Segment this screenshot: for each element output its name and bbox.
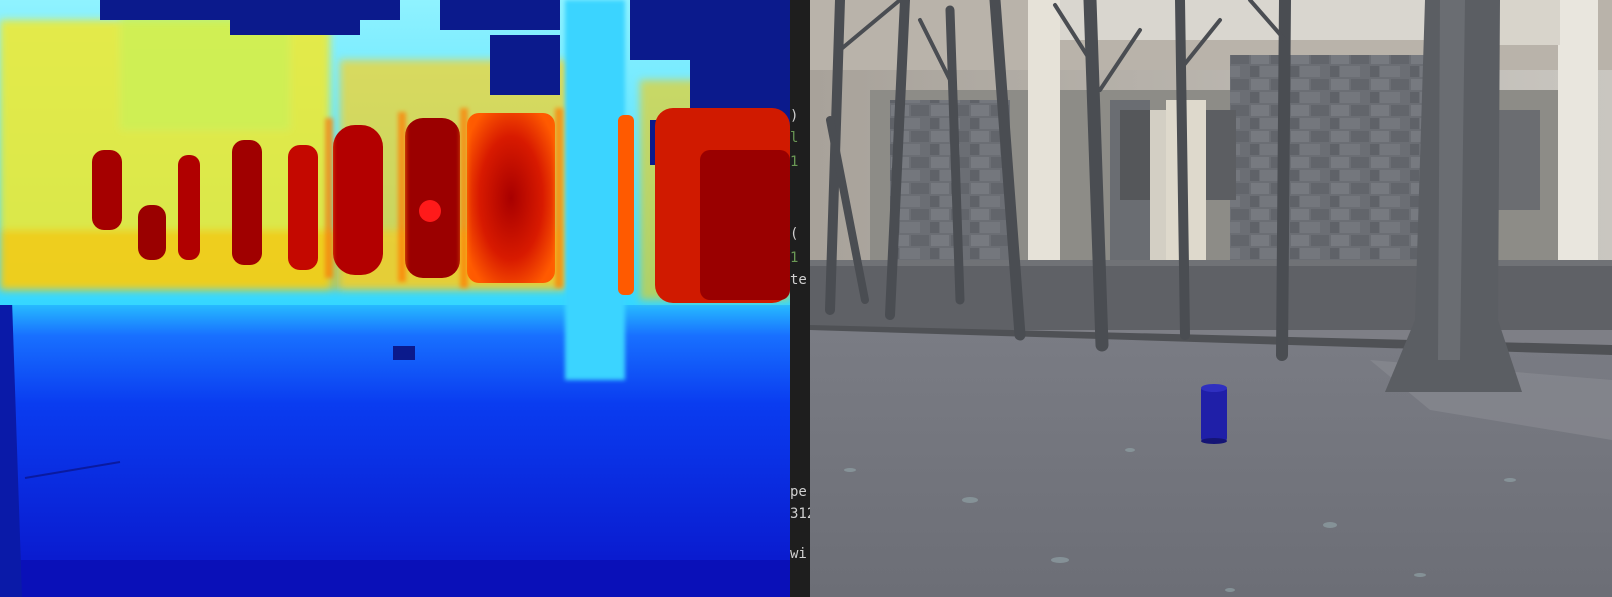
editor-line: pe xyxy=(790,484,807,500)
blue-object xyxy=(1201,384,1227,444)
editor-line: wi xyxy=(790,546,807,562)
rgb-camera-window xyxy=(810,0,1612,597)
editor-line: ) xyxy=(790,108,799,124)
code-editor-fragment: ) l 1 ( 1 te pe 312 wi xyxy=(790,0,810,597)
depth-map-window xyxy=(0,0,790,597)
depth-map-image xyxy=(0,0,790,597)
editor-line: ( xyxy=(790,226,799,242)
editor-line: 1 xyxy=(790,154,799,170)
editor-line: 312 xyxy=(790,506,810,522)
depth-marker-point xyxy=(419,200,441,222)
editor-line: te xyxy=(790,272,807,288)
editor-line: 1 xyxy=(790,250,799,266)
rgb-camera-image xyxy=(810,0,1612,597)
editor-line: l xyxy=(790,130,799,146)
